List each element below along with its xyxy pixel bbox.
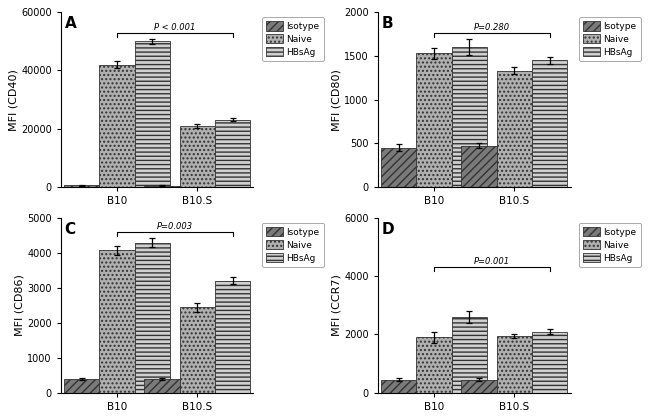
Text: P < 0.001: P < 0.001 (154, 24, 196, 32)
Bar (215, 281, 250, 393)
Bar (452, 47, 487, 187)
Text: D: D (382, 222, 395, 236)
Text: C: C (65, 222, 76, 236)
Legend: Isotype, Naive, HBsAg: Isotype, Naive, HBsAg (579, 17, 641, 61)
Bar (179, 126, 215, 187)
Legend: Isotype, Naive, HBsAg: Isotype, Naive, HBsAg (262, 223, 324, 267)
Bar (135, 42, 170, 187)
Text: P=0.280: P=0.280 (474, 24, 510, 32)
Bar (532, 60, 567, 187)
Bar (64, 185, 99, 187)
Bar (381, 147, 417, 187)
Y-axis label: MFI (CD86): MFI (CD86) (14, 274, 25, 336)
Bar (497, 71, 532, 187)
Text: P=0.001: P=0.001 (474, 257, 510, 266)
Bar (452, 317, 487, 393)
Text: A: A (65, 16, 77, 31)
Bar (417, 337, 452, 393)
Bar (215, 120, 250, 187)
Text: P=0.003: P=0.003 (157, 222, 193, 231)
Bar (497, 336, 532, 393)
Bar (532, 331, 567, 393)
Text: B: B (382, 16, 393, 31)
Legend: Isotype, Naive, HBsAg: Isotype, Naive, HBsAg (579, 223, 641, 267)
Y-axis label: MFI (CD80): MFI (CD80) (332, 68, 341, 131)
Bar (135, 243, 170, 393)
Bar (99, 250, 135, 393)
Bar (64, 379, 99, 393)
Y-axis label: MFI (CD40): MFI (CD40) (8, 68, 18, 131)
Bar (179, 307, 215, 393)
Bar (99, 65, 135, 187)
Legend: Isotype, Naive, HBsAg: Isotype, Naive, HBsAg (262, 17, 324, 61)
Bar (417, 53, 452, 187)
Bar (462, 146, 497, 187)
Bar (462, 380, 497, 393)
Bar (381, 380, 417, 393)
Bar (144, 379, 179, 393)
Y-axis label: MFI (CCR7): MFI (CCR7) (332, 274, 341, 336)
Bar (144, 186, 179, 187)
